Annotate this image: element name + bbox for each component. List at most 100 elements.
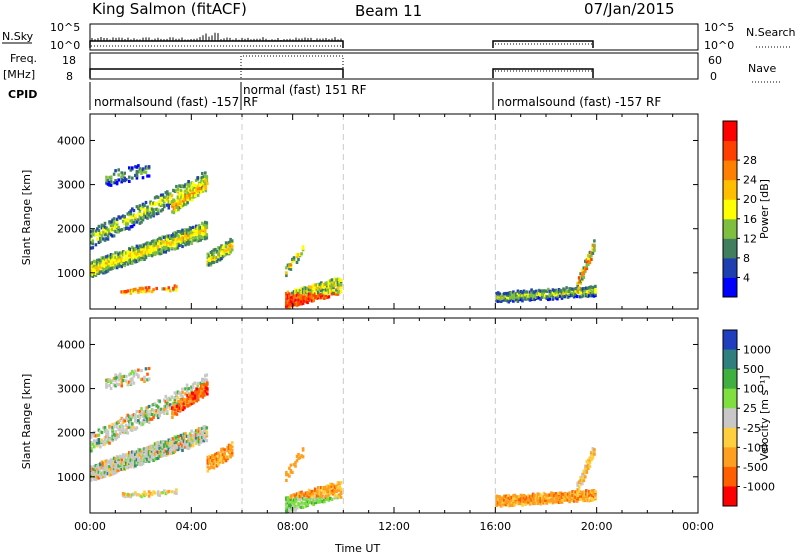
echo-cell — [209, 261, 213, 265]
echo-cell — [191, 385, 195, 389]
echo-cell — [317, 500, 320, 504]
echo-cell — [106, 440, 110, 444]
echo-cell — [159, 453, 163, 457]
echo-cell — [129, 261, 133, 265]
echo-cell — [592, 289, 596, 293]
echo-cell — [131, 224, 134, 229]
echo-cell — [108, 437, 111, 441]
echo-cell — [167, 200, 171, 204]
echo-cell — [195, 188, 198, 192]
echo-cell — [109, 262, 113, 266]
echo-cell — [111, 227, 114, 231]
echo-cell — [135, 174, 139, 178]
echo-cell — [114, 460, 117, 464]
echo-cell — [589, 288, 593, 292]
echo-cell — [164, 191, 168, 195]
echo-cell — [208, 466, 211, 471]
echo-cell — [533, 493, 536, 497]
echo-cell — [152, 458, 155, 462]
echo-cell — [147, 459, 151, 463]
echo-cell — [190, 241, 193, 245]
echo-cell — [109, 175, 113, 179]
echo-cell — [120, 384, 123, 388]
echo-cell — [159, 244, 163, 248]
cpid-segment-3: normalsound (fast) -157 RF — [497, 95, 661, 109]
echo-cell — [590, 453, 593, 457]
echo-cell — [132, 374, 136, 378]
echo-cell — [204, 186, 208, 190]
echo-cell — [202, 429, 206, 433]
echo-cell — [175, 184, 178, 189]
echo-cell — [223, 454, 226, 458]
echo-cell — [172, 242, 175, 246]
echo-cell — [99, 270, 102, 274]
echo-cell — [144, 250, 148, 254]
echo-cell — [542, 291, 546, 295]
echo-cell — [184, 243, 187, 247]
echo-cell — [126, 289, 130, 293]
echo-cell — [186, 196, 189, 200]
echo-cell — [141, 290, 145, 294]
echo-cell — [97, 441, 101, 445]
echo-cell — [118, 427, 122, 431]
echo-cell — [229, 237, 232, 242]
echo-cell — [286, 498, 290, 502]
echo-cell — [125, 379, 128, 383]
echo-cell — [100, 438, 104, 442]
echo-cell — [120, 215, 123, 219]
echo-cell — [190, 385, 193, 389]
echo-cell — [129, 460, 133, 465]
echo-cell — [204, 435, 207, 440]
echo-cell — [147, 286, 151, 290]
echo-cell — [143, 251, 146, 255]
nave-trace-2 — [492, 70, 594, 78]
echo-cell — [594, 490, 597, 494]
echo-cell — [510, 503, 514, 507]
echo-cell — [320, 295, 323, 299]
echo-cell — [557, 496, 561, 501]
echo-cell — [172, 207, 176, 211]
echo-cell — [288, 267, 291, 271]
echo-cell — [103, 428, 107, 432]
echo-cell — [143, 413, 146, 417]
echo-cell — [114, 373, 117, 377]
echo-cell — [568, 494, 571, 498]
echo-cell — [195, 186, 198, 190]
echo-cell — [185, 239, 189, 243]
echo-cell — [312, 283, 315, 287]
echo-cell — [143, 377, 146, 381]
echo-cell — [301, 447, 305, 451]
echo-cell — [120, 257, 123, 261]
echo-cell — [581, 472, 584, 476]
echo-cell — [513, 496, 517, 501]
echo-cell — [135, 255, 139, 259]
echo-cell — [307, 495, 311, 499]
echo-cell — [192, 394, 195, 398]
echo-cell — [540, 291, 544, 295]
echo-cell — [578, 497, 582, 501]
echo-cell — [190, 181, 193, 185]
echo-cell — [323, 495, 326, 500]
cpid-label: CPID — [8, 88, 37, 101]
echo-cell — [141, 215, 145, 220]
colorbar-tick-label: 12 — [743, 232, 757, 245]
echo-cell — [527, 496, 530, 500]
freq-panel-frame — [89, 52, 699, 80]
echo-cell — [524, 500, 527, 504]
echo-cell — [582, 287, 585, 291]
echo-cell — [155, 251, 158, 255]
echo-cell — [184, 199, 188, 204]
echo-cell — [123, 176, 126, 180]
echo-cell — [190, 439, 193, 443]
x-tick-label: 20:00 — [581, 520, 613, 533]
echo-cell — [509, 298, 512, 302]
echo-cell — [159, 209, 163, 213]
echo-cell — [531, 492, 535, 496]
echo-cell — [128, 249, 131, 253]
echo-cell — [547, 493, 550, 498]
echo-cell — [178, 391, 181, 395]
echo-cell — [144, 447, 148, 451]
echo-cell — [112, 254, 116, 258]
echo-cell — [120, 455, 123, 459]
echo-cell — [583, 291, 587, 295]
